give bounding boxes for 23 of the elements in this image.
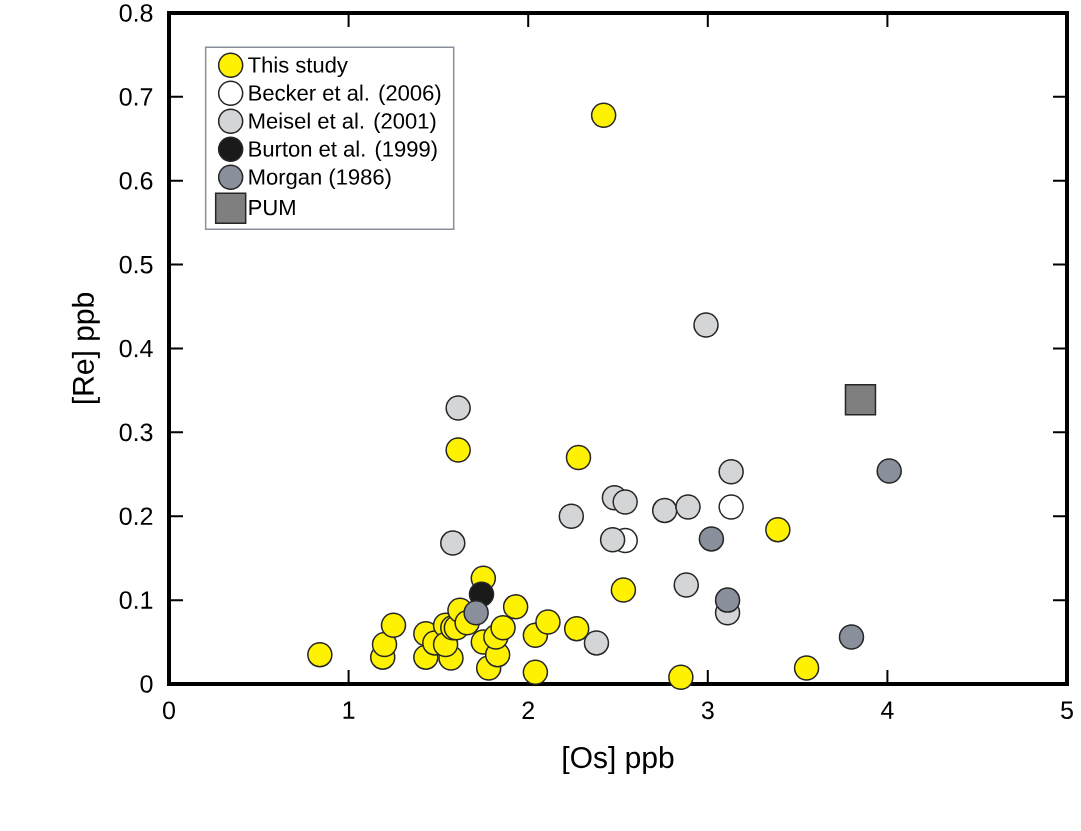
- y-tick-label: 0.4: [119, 339, 153, 358]
- legend-label: PUM: [249, 199, 295, 216]
- x-tick-label: 1: [343, 701, 355, 719]
- legend-label: Morgan (1986): [249, 168, 391, 190]
- x-tick-label: 3: [701, 701, 714, 720]
- x-tick-label: 4: [881, 701, 894, 719]
- y-tick-label: 0.8: [119, 4, 153, 22]
- x-tick-label: 0: [163, 701, 175, 720]
- legend-label: Burton et al. (1999): [249, 140, 437, 162]
- y-tick-label: 0.3: [119, 423, 153, 442]
- y-tick-label: 0.2: [119, 507, 153, 526]
- legend-label: This study: [248, 56, 348, 78]
- y-tick-label: 0.5: [119, 255, 153, 274]
- y-axis-title: [Re] ppb: [71, 293, 100, 404]
- x-tick-label: 2: [522, 701, 534, 719]
- legend-label: Becker et al. (2006): [249, 84, 441, 106]
- y-tick-label: 0.1: [119, 591, 153, 609]
- legend-label: Meisel et al. (2001): [249, 112, 436, 134]
- x-tick-label: 5: [1061, 701, 1073, 719]
- x-axis-title: [Os] ppb: [563, 746, 674, 775]
- y-tick-label: 0: [140, 675, 153, 693]
- y-tick-label: 0.7: [119, 88, 153, 106]
- y-tick-label: 0.6: [119, 171, 153, 190]
